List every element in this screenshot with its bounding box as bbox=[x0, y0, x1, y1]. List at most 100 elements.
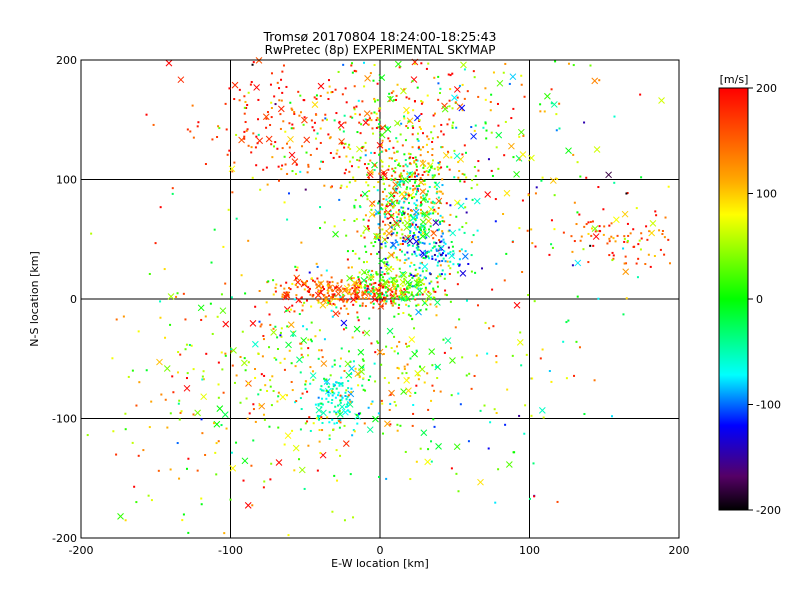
data-point bbox=[397, 202, 400, 205]
data-point bbox=[396, 285, 399, 288]
data-point-cross bbox=[442, 151, 450, 159]
data-point bbox=[388, 140, 391, 143]
data-point bbox=[503, 154, 506, 157]
data-point bbox=[367, 123, 370, 126]
data-point-cross bbox=[457, 202, 465, 210]
data-point bbox=[404, 297, 407, 300]
data-point bbox=[324, 113, 327, 116]
data-point bbox=[415, 246, 418, 249]
data-point bbox=[249, 83, 252, 86]
data-point bbox=[304, 380, 307, 383]
data-point bbox=[279, 331, 282, 334]
data-point bbox=[393, 287, 396, 290]
data-point bbox=[407, 244, 410, 247]
data-point bbox=[276, 348, 279, 351]
data-point bbox=[415, 165, 418, 168]
data-point bbox=[318, 349, 321, 352]
data-point bbox=[405, 287, 408, 290]
data-point bbox=[413, 263, 416, 266]
data-point bbox=[368, 117, 371, 120]
data-point bbox=[416, 86, 419, 89]
data-point bbox=[408, 284, 411, 287]
data-point bbox=[259, 188, 262, 191]
data-point bbox=[411, 209, 414, 212]
data-point bbox=[345, 155, 348, 158]
data-point bbox=[331, 365, 334, 368]
data-point bbox=[437, 75, 440, 78]
data-point bbox=[384, 299, 387, 302]
data-point bbox=[399, 133, 402, 136]
data-point bbox=[356, 311, 359, 314]
data-point bbox=[593, 379, 596, 382]
data-point bbox=[353, 106, 356, 109]
data-point bbox=[340, 395, 343, 398]
data-point bbox=[366, 287, 369, 290]
data-point bbox=[415, 254, 418, 257]
data-point bbox=[470, 187, 473, 190]
chart-title: Tromsø 20170804 18:24:00-18:25:43 bbox=[262, 29, 496, 44]
data-point bbox=[251, 176, 254, 179]
data-point bbox=[317, 301, 320, 304]
data-point bbox=[348, 292, 351, 295]
data-point bbox=[380, 159, 383, 162]
data-point bbox=[269, 323, 272, 326]
data-point-cross bbox=[194, 409, 201, 417]
data-point bbox=[381, 276, 384, 279]
data-point bbox=[318, 284, 321, 287]
data-point bbox=[408, 218, 411, 221]
data-point bbox=[396, 258, 399, 261]
data-point bbox=[231, 170, 234, 173]
data-point bbox=[412, 412, 415, 415]
data-point-cross bbox=[292, 444, 300, 452]
data-point-cross bbox=[448, 252, 456, 260]
data-point bbox=[403, 253, 406, 256]
data-point bbox=[388, 408, 391, 411]
data-point bbox=[420, 112, 423, 115]
data-point bbox=[373, 64, 376, 67]
data-point bbox=[378, 251, 381, 254]
data-point bbox=[312, 279, 315, 282]
data-point bbox=[396, 216, 399, 219]
data-point bbox=[433, 208, 436, 211]
data-point bbox=[374, 351, 377, 354]
data-point bbox=[411, 173, 414, 176]
data-point bbox=[178, 399, 181, 402]
data-point bbox=[590, 227, 593, 230]
data-point bbox=[343, 172, 346, 175]
data-point bbox=[455, 215, 458, 218]
data-point bbox=[285, 281, 288, 284]
data-point-cross bbox=[315, 282, 322, 290]
data-point bbox=[371, 269, 374, 272]
data-point bbox=[393, 350, 396, 353]
data-point bbox=[434, 290, 437, 293]
data-point-cross bbox=[513, 170, 520, 178]
data-point bbox=[320, 160, 323, 163]
data-point bbox=[340, 184, 343, 187]
data-point bbox=[309, 429, 312, 432]
data-point bbox=[338, 155, 341, 158]
data-point bbox=[428, 282, 431, 285]
data-point bbox=[388, 157, 391, 160]
data-point bbox=[425, 308, 428, 311]
data-point bbox=[301, 392, 304, 395]
data-point-cross bbox=[315, 406, 323, 414]
data-point-cross bbox=[473, 197, 481, 205]
data-point bbox=[339, 128, 342, 131]
data-point bbox=[338, 198, 341, 201]
data-point bbox=[358, 298, 361, 301]
data-point-cross bbox=[265, 135, 273, 143]
data-point bbox=[442, 133, 445, 136]
data-point bbox=[228, 87, 231, 90]
data-point bbox=[639, 93, 642, 96]
data-point bbox=[416, 248, 419, 251]
data-point-cross bbox=[613, 216, 620, 224]
data-point bbox=[333, 410, 336, 413]
data-point bbox=[328, 434, 331, 437]
data-point-cross bbox=[378, 74, 386, 82]
data-point bbox=[428, 228, 431, 231]
data-point bbox=[400, 228, 403, 231]
data-point bbox=[264, 384, 267, 387]
data-point bbox=[426, 251, 429, 254]
data-point bbox=[409, 265, 412, 268]
data-point bbox=[398, 200, 401, 203]
